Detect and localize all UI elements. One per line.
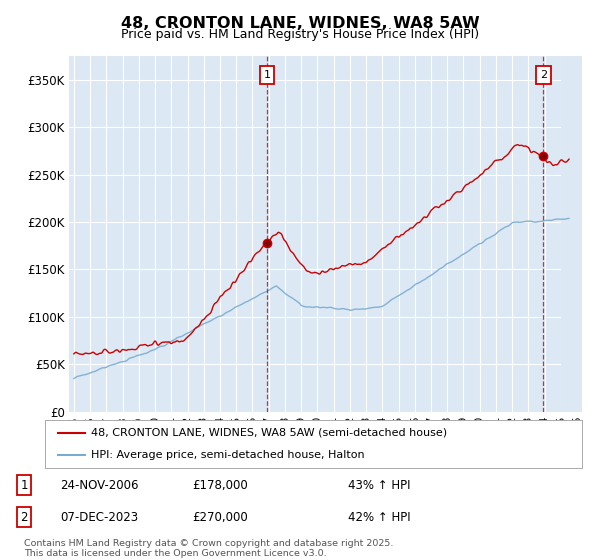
Text: 48, CRONTON LANE, WIDNES, WA8 5AW: 48, CRONTON LANE, WIDNES, WA8 5AW xyxy=(121,16,479,31)
Text: 07-DEC-2023: 07-DEC-2023 xyxy=(60,511,138,524)
Text: 1: 1 xyxy=(263,70,271,80)
Text: Price paid vs. HM Land Registry's House Price Index (HPI): Price paid vs. HM Land Registry's House … xyxy=(121,28,479,41)
Text: 2: 2 xyxy=(540,70,547,80)
Text: 48, CRONTON LANE, WIDNES, WA8 5AW (semi-detached house): 48, CRONTON LANE, WIDNES, WA8 5AW (semi-… xyxy=(91,428,447,438)
Text: 2: 2 xyxy=(20,511,28,524)
Bar xyxy=(561,56,585,412)
Text: 43% ↑ HPI: 43% ↑ HPI xyxy=(348,479,410,492)
Text: HPI: Average price, semi-detached house, Halton: HPI: Average price, semi-detached house,… xyxy=(91,450,364,460)
Text: Contains HM Land Registry data © Crown copyright and database right 2025.
This d: Contains HM Land Registry data © Crown c… xyxy=(24,539,394,558)
Text: 1: 1 xyxy=(20,479,28,492)
Text: £270,000: £270,000 xyxy=(192,511,248,524)
Text: 42% ↑ HPI: 42% ↑ HPI xyxy=(348,511,410,524)
Text: £178,000: £178,000 xyxy=(192,479,248,492)
Text: 24-NOV-2006: 24-NOV-2006 xyxy=(60,479,139,492)
